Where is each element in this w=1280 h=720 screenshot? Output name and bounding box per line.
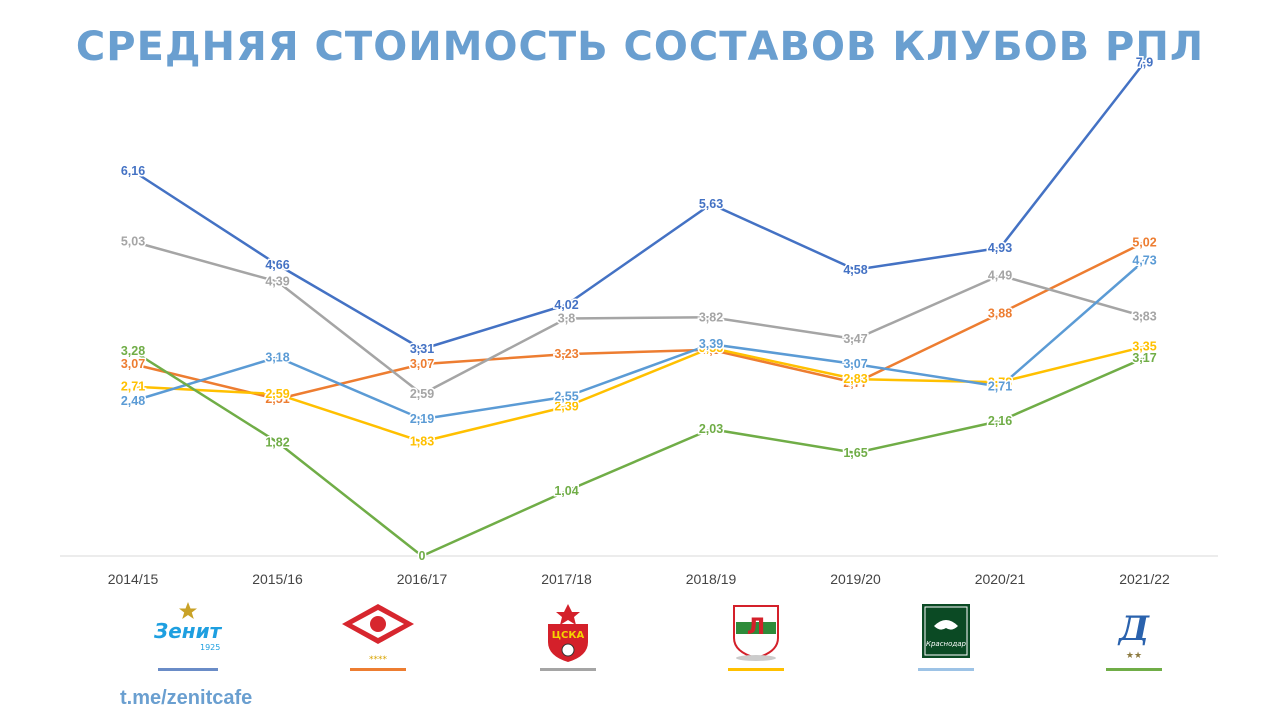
data-label: 1,04 [554,484,578,498]
x-tick-label: 2017/18 [541,571,592,587]
zenit-logo-text: Зенит [153,619,223,643]
data-label: 4,39 [265,275,289,289]
telegram-channel-link[interactable]: t.me/zenitcafe [120,687,253,709]
zenit-logo-icon: Зенит 1925 [148,600,228,675]
data-label: 2,71 [988,380,1012,394]
data-label: 1,83 [410,435,434,449]
data-label: 2,03 [699,422,723,436]
data-label: 3,88 [988,307,1012,321]
data-label: 3,07 [843,357,867,371]
data-label: 3,07 [121,357,145,371]
x-tick-label: 2020/21 [975,571,1026,587]
data-label: 2,78 [988,375,1012,389]
data-label: 2,19 [410,412,434,426]
data-label: 3,39 [699,337,723,351]
krasnodar-logo-icon: Краснодар [906,600,986,675]
x-tick-label: 2014/15 [108,571,159,587]
dynamo-logo-stars: ★★ [1126,651,1142,661]
data-label: 2,59 [410,387,434,401]
data-label: 3,23 [554,347,578,361]
data-label: 2,77 [843,376,867,390]
data-label: 3,17 [1132,351,1156,365]
data-label: 2,51 [265,392,289,406]
data-label: 2,83 [843,372,867,386]
data-label: 3,82 [699,310,723,324]
series-line-1 [132,241,1146,401]
data-label: 2,39 [554,400,578,414]
series-line-5 [132,349,1146,558]
zenit-logo-year: 1925 [200,643,220,652]
data-label: 1,82 [265,435,289,449]
data-label: 4,66 [265,258,289,272]
data-label: 4,93 [988,241,1012,255]
data-label: 4,49 [988,268,1012,282]
line-chart: 6,16 4,66 3,31 4,02 5,63 4,58 4,93 7,9 3,07 2,51 3… [60,54,1218,587]
data-label: 2,48 [121,394,145,408]
data-label: 3,3 [702,343,719,357]
data-label: 2,55 [554,390,578,404]
data-label: 4,58 [843,263,867,277]
data-label: 2,71 [121,380,145,394]
data-label: 2,59 [265,387,289,401]
data-label: 3,31 [410,342,434,356]
x-tick-label: 2021/22 [1119,571,1170,587]
x-tick-label: 2015/16 [252,571,303,587]
lokomotiv-logo-icon: Л [716,600,796,675]
data-label: 3,8 [558,312,575,326]
svg-text:Д: Д [1117,609,1150,649]
cska-logo-text: ЦСКА [552,630,585,641]
spartak-logo-stars: **** [369,655,388,665]
data-label: 3,33 [699,341,723,355]
krasnodar-logo-text: Краснодар [926,640,967,648]
data-label: 3,28 [121,344,145,358]
dynamo-logo-icon: Д ★★ [1094,600,1174,675]
x-tick-label: 2018/19 [686,571,737,587]
data-label: 3,07 [410,357,434,371]
data-label: 2,16 [988,414,1012,428]
data-label: 1,65 [843,446,867,460]
data-label: 4,02 [554,298,578,312]
series-line-0 [132,61,1146,351]
data-label: 3,83 [1132,310,1156,324]
series-line-2 [132,240,1145,396]
data-label: 3,18 [265,350,289,364]
data-label: 5,63 [699,197,723,211]
series-line-4 [132,259,1146,421]
data-label: 0 [419,549,426,563]
x-tick-label: 2016/17 [397,571,448,587]
spartak-logo-icon: **** [338,600,418,675]
data-label: 4,73 [1132,253,1156,267]
x-tick-label: 2019/20 [830,571,881,587]
data-label: 7,9 [1136,55,1153,69]
chart-title: СРЕДНЯЯ СТОИМОСТЬ СОСТАВОВ КЛУБОВ РПЛ [75,24,1205,70]
data-label: 5,03 [121,235,145,249]
cska-logo-icon: ЦСКА [528,600,608,675]
data-label: 6,16 [121,164,145,178]
data-label: 3,35 [1132,340,1156,354]
lokomotiv-logo-text: Л [747,615,765,640]
data-label: 3,47 [843,332,867,346]
data-label: 5,02 [1132,235,1156,249]
